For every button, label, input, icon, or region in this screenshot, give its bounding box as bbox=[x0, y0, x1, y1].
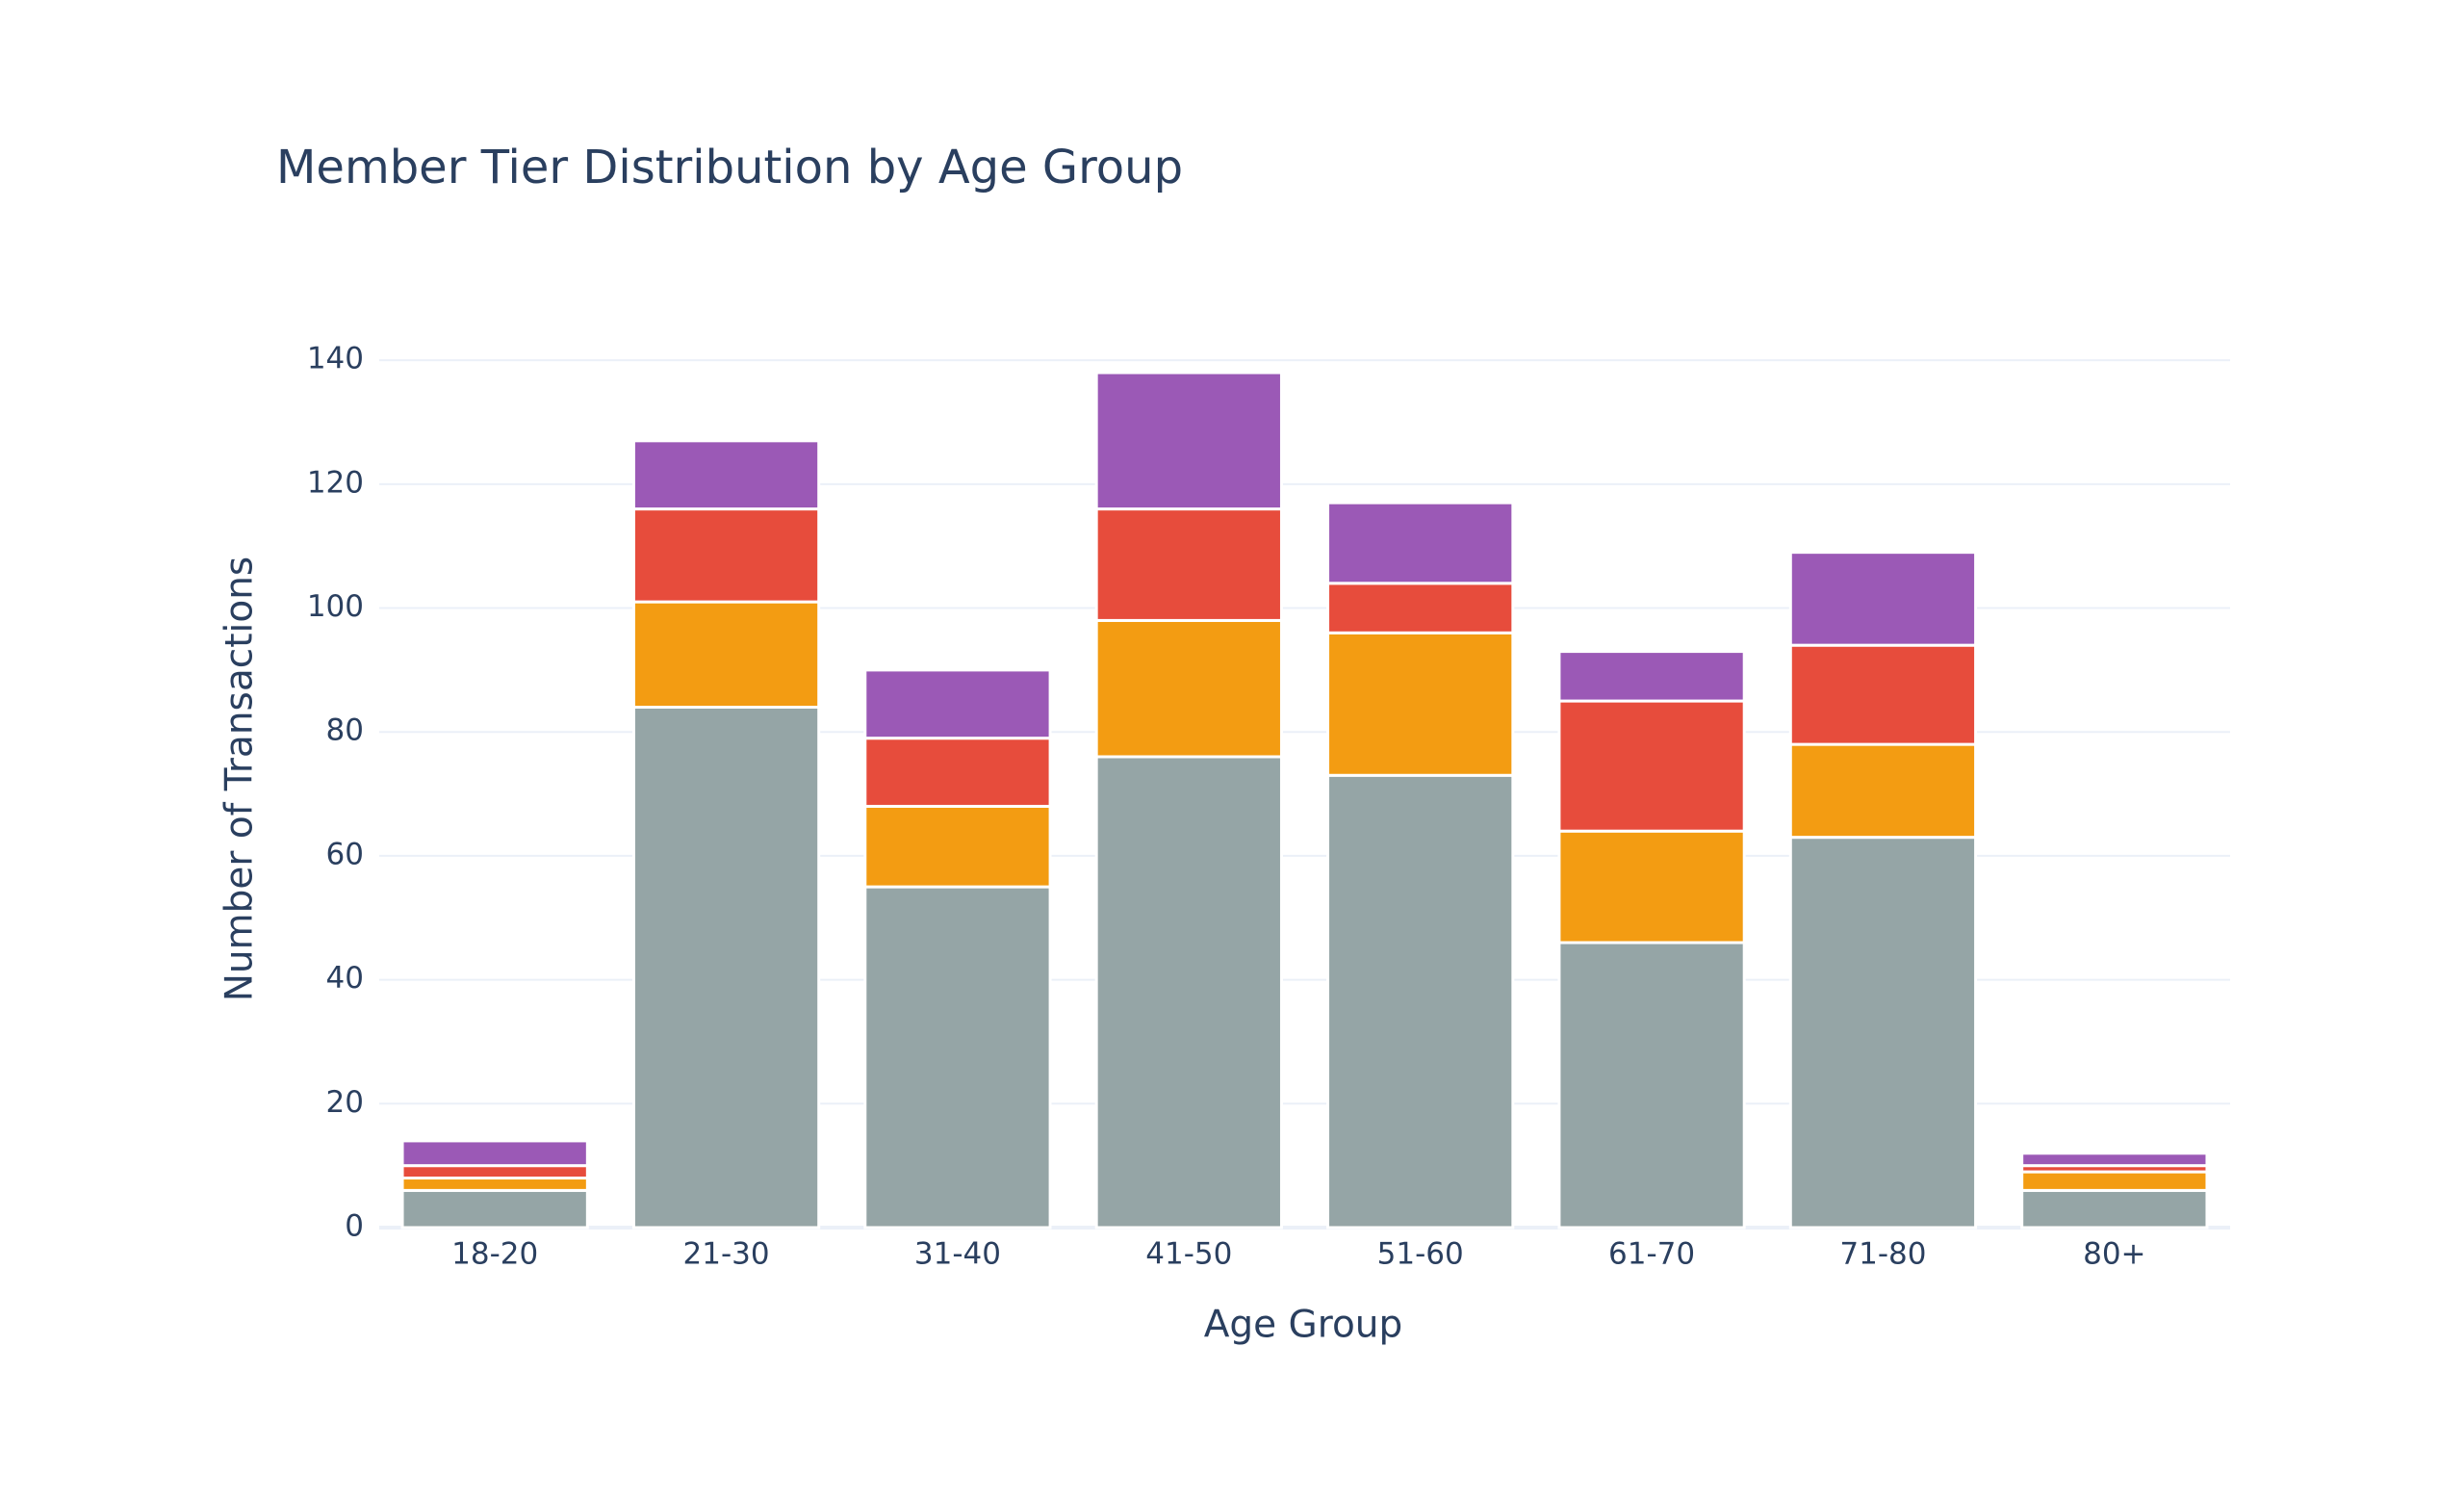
y-tick-label: 100 bbox=[307, 589, 364, 624]
x-tick-label: 21-30 bbox=[683, 1237, 770, 1272]
bar-segment bbox=[1788, 836, 1978, 1230]
bar-segment bbox=[2020, 1152, 2209, 1168]
bar-segment bbox=[631, 507, 821, 604]
y-tick-label: 0 bbox=[345, 1209, 364, 1244]
bar-segment bbox=[400, 1164, 589, 1180]
bar-segment bbox=[1788, 551, 1978, 647]
bar-segment bbox=[631, 600, 821, 710]
bar-segment bbox=[1094, 755, 1283, 1230]
bar-segment bbox=[400, 1177, 589, 1192]
x-tick-label: 41-50 bbox=[1145, 1237, 1232, 1272]
bar-segment bbox=[1557, 699, 1746, 833]
bar-segment bbox=[1094, 507, 1283, 622]
y-tick-label: 20 bbox=[326, 1085, 364, 1120]
bar-segment bbox=[863, 737, 1052, 808]
bar-segment bbox=[863, 885, 1052, 1230]
bar-segment bbox=[1094, 371, 1283, 511]
y-tick-label: 140 bbox=[307, 342, 364, 376]
x-axis-title: Age Group bbox=[1204, 1304, 1403, 1347]
bar-segment bbox=[1094, 618, 1283, 759]
bar-segment bbox=[631, 439, 821, 511]
y-axis-title: Number of Transactions bbox=[218, 557, 262, 1001]
y-tick-label: 120 bbox=[307, 465, 364, 500]
bar-segment bbox=[1326, 773, 1515, 1230]
bar-segment bbox=[1557, 829, 1746, 945]
bar-segment bbox=[1326, 582, 1515, 634]
bar-segment bbox=[1326, 631, 1515, 777]
bar-segment bbox=[1326, 501, 1515, 585]
bar-segment bbox=[863, 668, 1052, 740]
x-tick-label: 18-20 bbox=[451, 1237, 538, 1272]
x-tick-label: 31-40 bbox=[914, 1237, 1001, 1272]
x-tick-label: 71-80 bbox=[1839, 1237, 1926, 1272]
bar-segment bbox=[1557, 650, 1746, 703]
y-tick-label: 80 bbox=[326, 713, 364, 748]
bar-segment bbox=[1788, 643, 1978, 746]
bar-segment bbox=[1788, 742, 1978, 840]
chart-title: Member Tier Distribution by Age Group bbox=[276, 141, 1183, 194]
bar-segment bbox=[400, 1188, 589, 1230]
bar-segment bbox=[631, 706, 821, 1230]
x-tick-label: 51-60 bbox=[1377, 1237, 1464, 1272]
x-tick-label: 80+ bbox=[2083, 1237, 2145, 1272]
x-tick-label: 61-70 bbox=[1608, 1237, 1695, 1272]
bar-segment bbox=[1557, 941, 1746, 1230]
bar-segment bbox=[2020, 1170, 2209, 1192]
y-tick-label: 40 bbox=[326, 961, 364, 996]
bar-segment bbox=[863, 804, 1052, 889]
bar-segment bbox=[400, 1139, 589, 1168]
bar-segment bbox=[2020, 1188, 2209, 1230]
y-tick-label: 60 bbox=[326, 837, 364, 871]
